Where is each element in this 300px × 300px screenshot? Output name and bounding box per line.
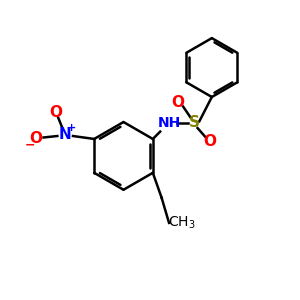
Text: O: O — [171, 95, 184, 110]
Text: +: + — [67, 123, 76, 133]
Text: O: O — [29, 131, 42, 146]
Text: O: O — [50, 105, 62, 120]
Text: N: N — [58, 127, 71, 142]
Text: NH: NH — [158, 116, 181, 130]
Text: CH$_3$: CH$_3$ — [168, 215, 195, 231]
Text: S: S — [188, 115, 200, 130]
Text: −: − — [25, 139, 35, 152]
Text: O: O — [204, 134, 217, 149]
